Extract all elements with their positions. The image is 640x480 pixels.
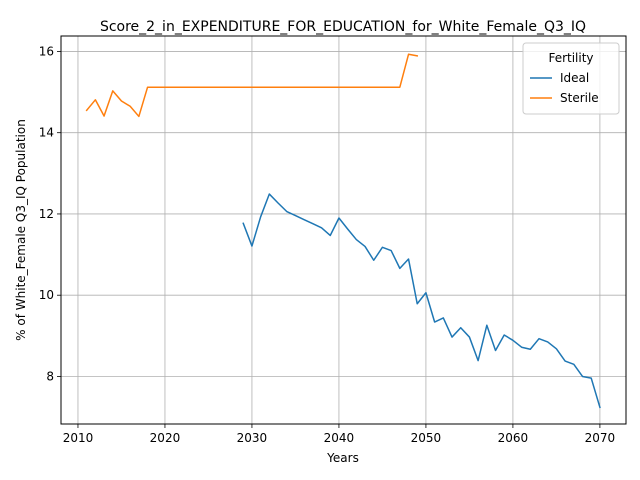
x-tick-label: 2040 — [324, 431, 355, 445]
series-layer — [85, 53, 601, 409]
grid-lines — [61, 36, 626, 424]
x-tick-label: 2020 — [150, 431, 181, 445]
legend-label-sterile: Sterile — [560, 91, 599, 105]
y-tick-label: 8 — [46, 369, 54, 383]
y-axis-ticks: 8 10 12 14 16 — [39, 44, 61, 383]
x-tick-label: 2010 — [63, 431, 94, 445]
x-axis-label: Years — [326, 451, 359, 465]
series-line-sterile — [85, 53, 419, 118]
y-axis-label: % of White_Female Q3_IQ Population — [14, 119, 28, 341]
plot-area-frame — [60, 35, 627, 425]
legend-label-ideal: Ideal — [560, 71, 589, 85]
chart-title: Score_2_in_EXPENDITURE_FOR_EDUCATION_for… — [100, 19, 586, 35]
y-tick-label: 16 — [39, 44, 54, 58]
x-tick-label: 2070 — [585, 431, 616, 445]
x-tick-label: 2030 — [237, 431, 268, 445]
y-tick-label: 12 — [39, 207, 54, 221]
x-tick-label: 2060 — [498, 431, 529, 445]
legend-box — [522, 42, 620, 115]
y-tick-label: 10 — [39, 288, 54, 302]
x-axis-ticks: 2010 2020 2030 2040 2050 2060 2070 — [63, 424, 615, 445]
y-tick-label: 14 — [39, 126, 54, 140]
series-line-ideal — [242, 193, 601, 409]
x-tick-label: 2050 — [411, 431, 442, 445]
legend-title: Fertility — [548, 51, 593, 65]
legend: Fertility Ideal Sterile — [522, 42, 620, 115]
